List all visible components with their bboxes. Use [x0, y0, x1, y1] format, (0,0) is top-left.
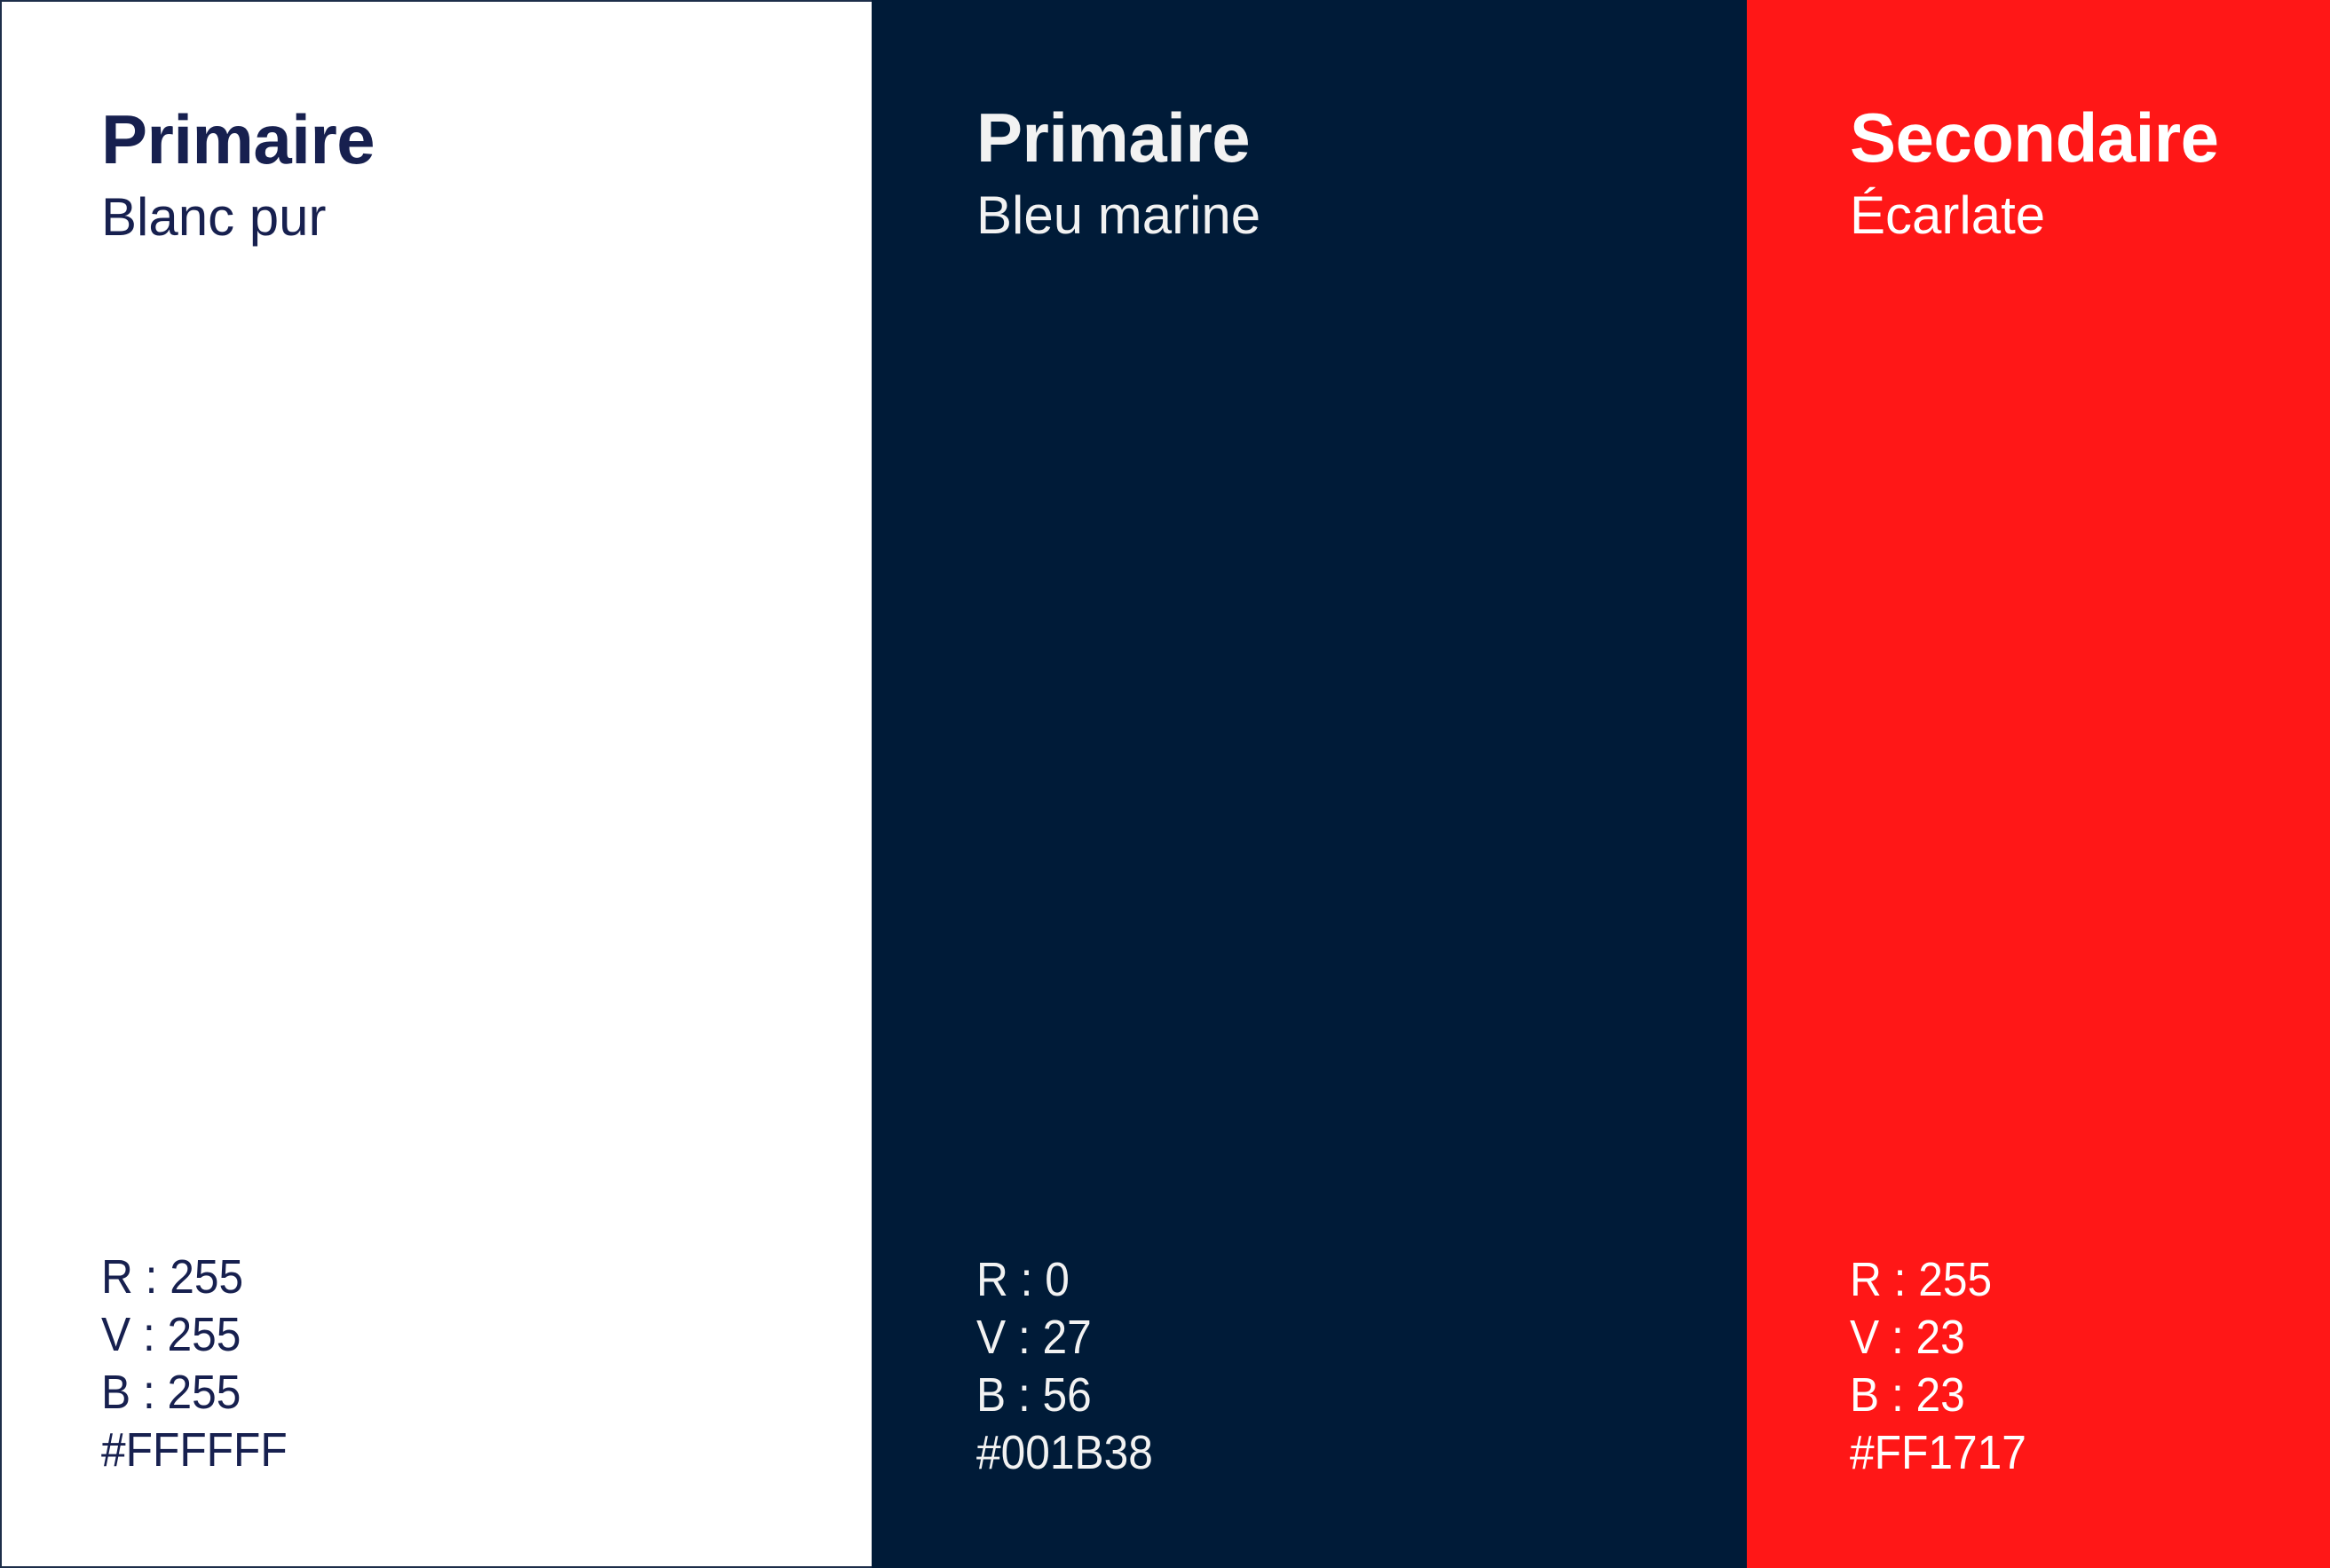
blue-value: B : 23	[1850, 1368, 1965, 1422]
swatch-category: Primaire	[976, 98, 1251, 177]
swatch-name: Blanc pur	[101, 187, 327, 247]
green-value: V : 255	[101, 1308, 241, 1361]
red-value: R : 255	[1850, 1253, 1993, 1306]
hex-value: #FFFFFF	[101, 1423, 288, 1477]
blue-value: B : 255	[101, 1366, 241, 1419]
blue-value: B : 56	[976, 1368, 1092, 1422]
swatch-category: Secondaire	[1850, 98, 2219, 177]
red-value: R : 0	[976, 1253, 1070, 1306]
red-value: R : 255	[101, 1250, 244, 1304]
hex-value: #001B38	[976, 1426, 1153, 1479]
swatch-values: R : 255 V : 23 B : 23 #FF1717	[1850, 1251, 2026, 1482]
swatch-ecarlate: Secondaire Écarlate R : 255 V : 23 B : 2…	[1747, 0, 2330, 1568]
green-value: V : 27	[976, 1311, 1092, 1364]
swatch-category: Primaire	[101, 100, 375, 178]
swatch-bleu-marine: Primaire Bleu marine R : 0 V : 27 B : 56…	[872, 0, 1747, 1568]
swatch-name: Bleu marine	[976, 185, 1261, 245]
hex-value: #FF1717	[1850, 1426, 2026, 1479]
swatch-values: R : 255 V : 255 B : 255 #FFFFFF	[101, 1249, 288, 1479]
swatch-name: Écarlate	[1850, 185, 2046, 245]
swatch-blanc-pur: Primaire Blanc pur R : 255 V : 255 B : 2…	[0, 0, 872, 1568]
swatch-values: R : 0 V : 27 B : 56 #001B38	[976, 1251, 1153, 1482]
green-value: V : 23	[1850, 1311, 1965, 1364]
